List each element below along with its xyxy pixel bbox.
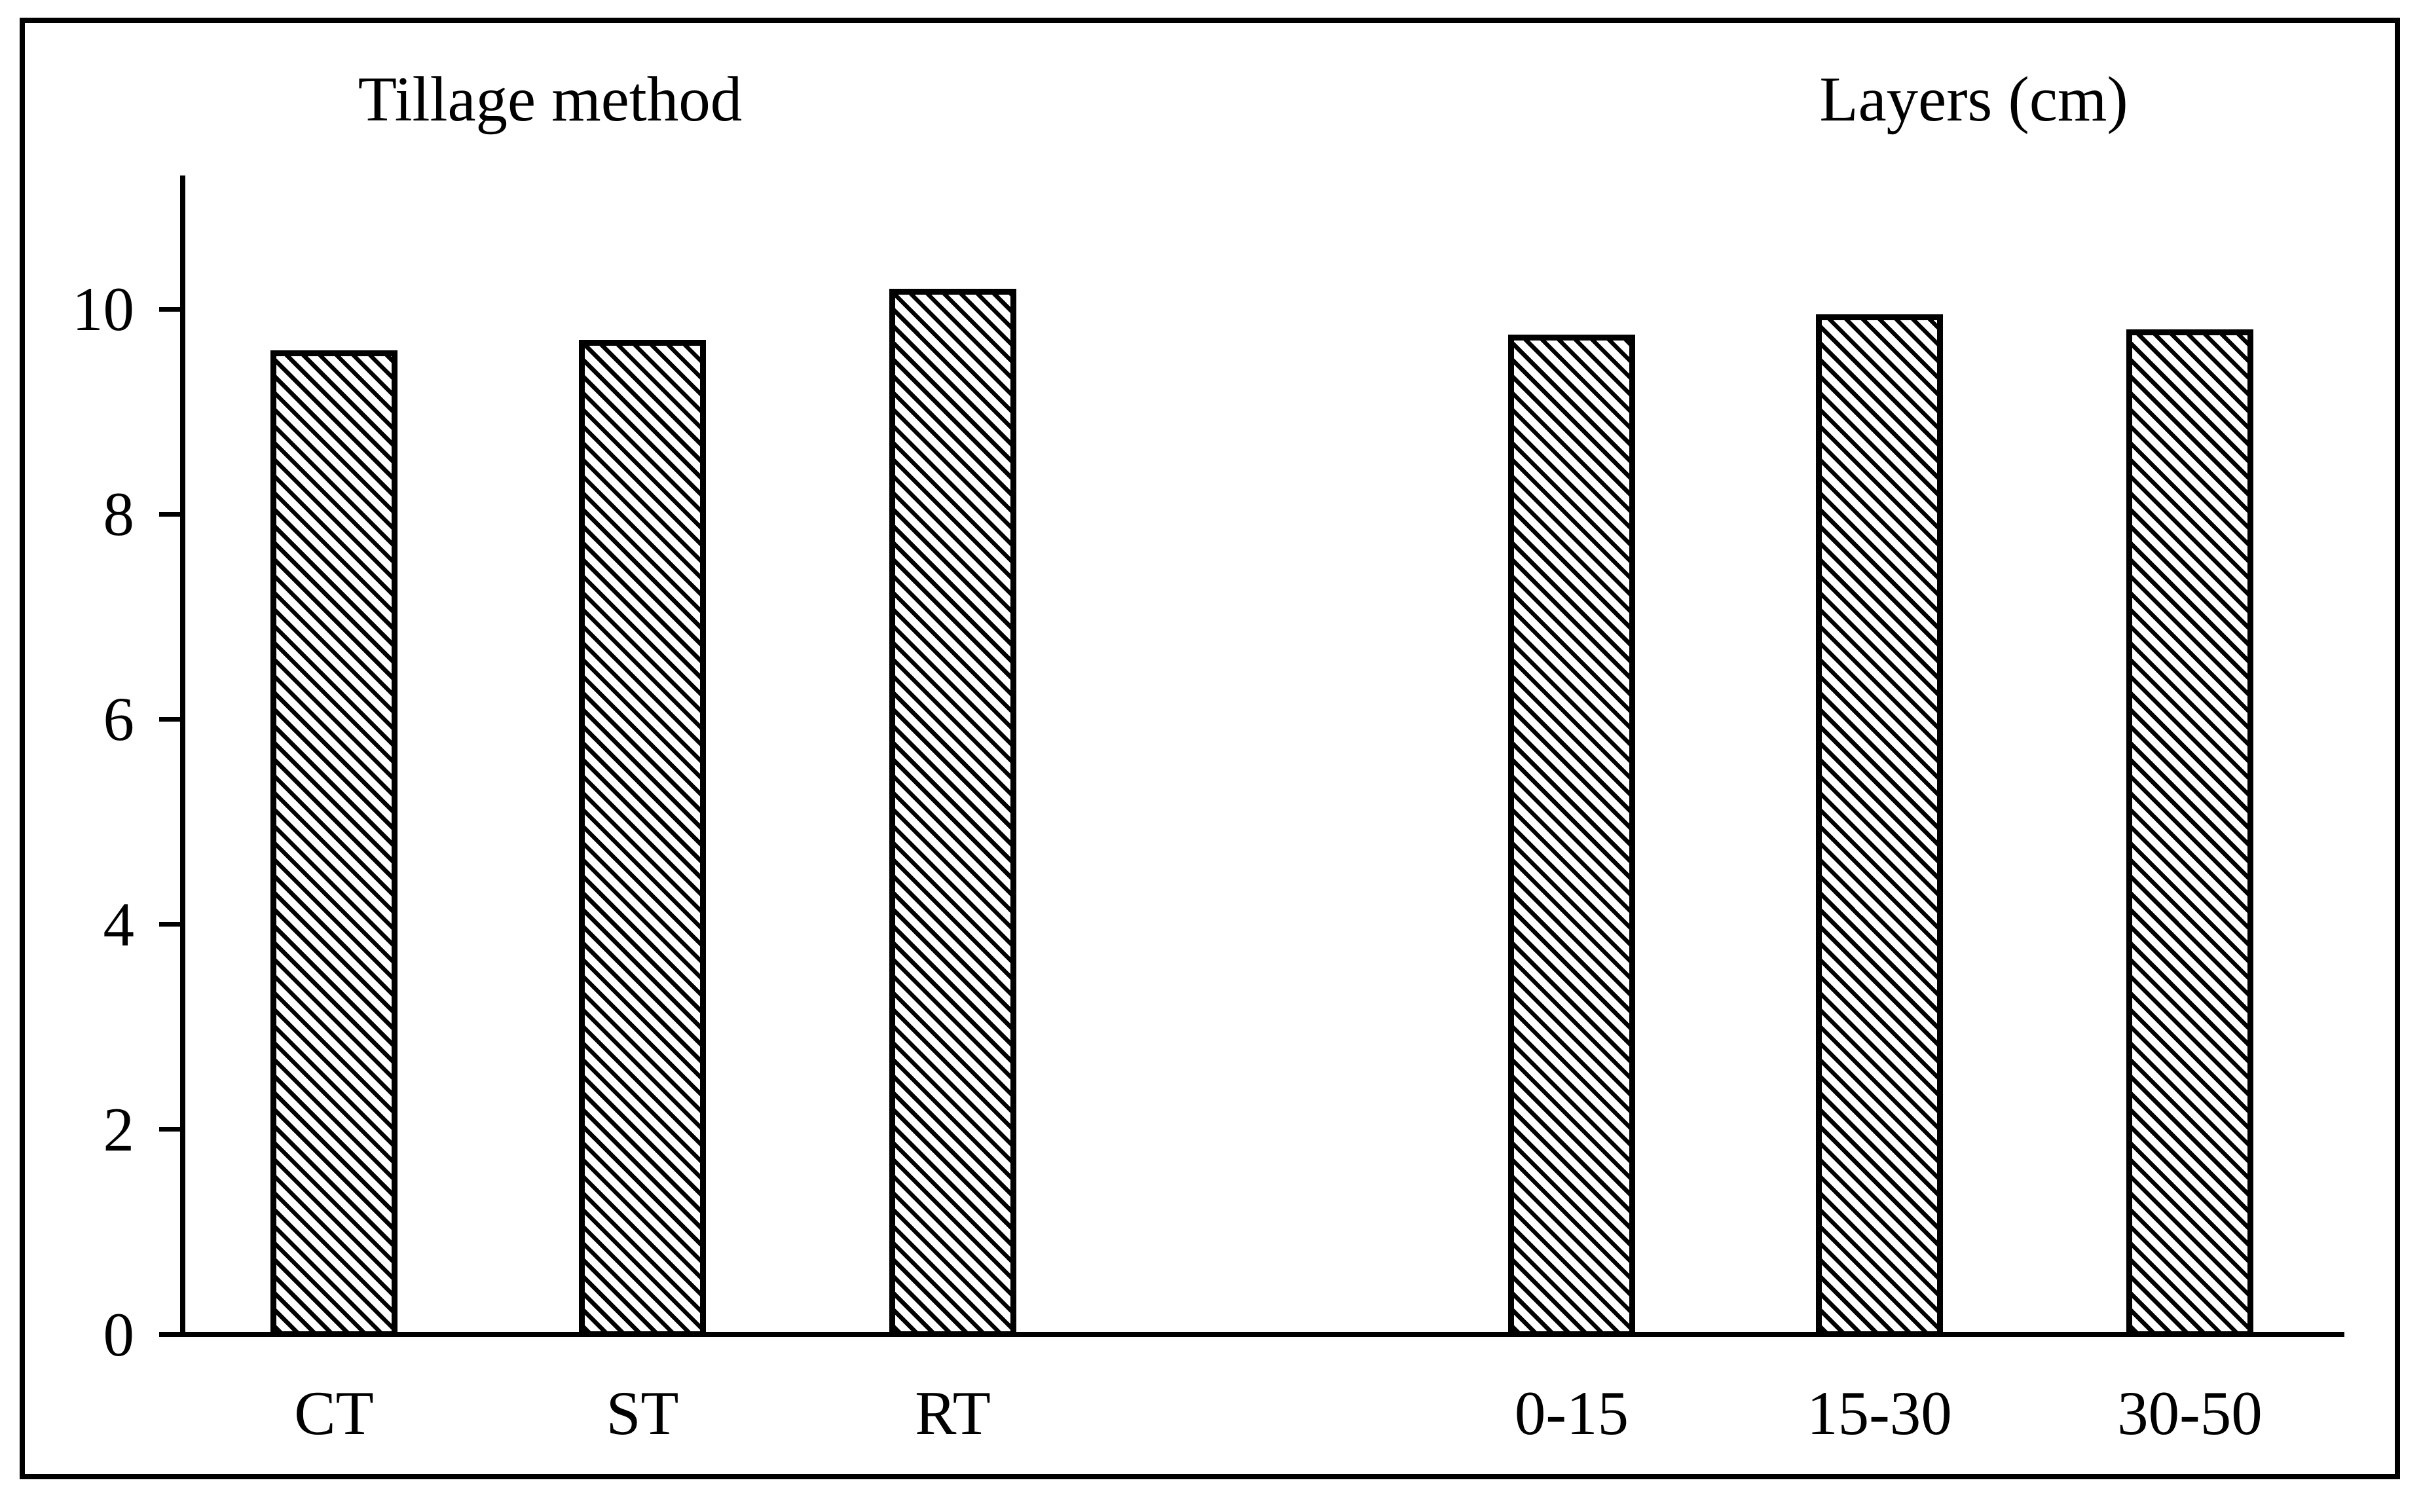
y-axis-tick <box>159 922 181 927</box>
y-axis-tick <box>159 306 181 312</box>
y-axis-tick <box>159 511 181 517</box>
bar-0-15 <box>1508 335 1635 1337</box>
y-axis-tick-label: 4 <box>103 889 135 959</box>
y-axis-tick <box>159 1332 181 1337</box>
y-axis-line <box>180 175 185 1337</box>
x-category-label: CT <box>294 1378 374 1448</box>
bar-30-50 <box>2126 329 2253 1337</box>
bar-CT <box>270 350 397 1337</box>
x-category-label: RT <box>915 1378 991 1448</box>
bar-ST <box>579 339 706 1337</box>
y-axis-tick-label: 2 <box>103 1094 135 1164</box>
x-category-label: 15-30 <box>1807 1378 1952 1448</box>
y-axis-tick-label: 0 <box>103 1300 135 1369</box>
y-axis-tick-label: 8 <box>103 479 135 549</box>
group-title-tillage-method: Tillage method <box>358 64 743 134</box>
y-axis-tick <box>159 1127 181 1132</box>
y-axis-tick-label: 10 <box>72 274 134 344</box>
y-axis-tick-label: 6 <box>103 684 135 754</box>
group-title-layers-cm: Layers (cm) <box>1819 64 2128 134</box>
x-category-label: ST <box>606 1378 679 1448</box>
bar-15-30 <box>1816 314 1943 1337</box>
x-category-label: 0-15 <box>1514 1378 1629 1448</box>
chart-frame <box>20 18 2400 1479</box>
y-axis-tick <box>159 716 181 722</box>
bar-RT <box>889 288 1016 1337</box>
x-category-label: 30-50 <box>2117 1378 2263 1448</box>
x-axis-line <box>159 1332 2344 1337</box>
